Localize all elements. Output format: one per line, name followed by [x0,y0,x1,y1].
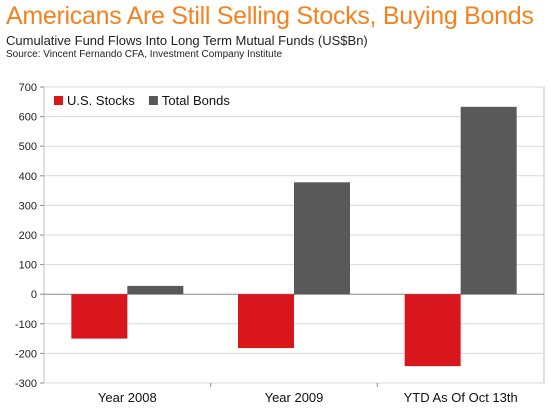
x-category-label: YTD As Of Oct 13th [404,390,518,405]
y-tick-label: 200 [19,230,37,242]
bar-total-bonds-2 [460,106,517,295]
bar-us-stocks-2 [404,294,461,367]
x-category-label: Year 2009 [265,390,324,405]
x-axis: Year 2008 Year 2009 YTD As Of Oct 13th [98,383,518,405]
bar-total-bonds-0 [127,285,184,295]
legend-swatch-total-bonds [148,96,158,105]
legend-label-total-bonds: Total Bonds [162,93,230,108]
chart-subtitle: Cumulative Fund Flows Into Long Term Mut… [6,33,368,48]
y-tick-label: 600 [19,112,37,124]
bar-us-stocks-0 [71,294,128,339]
y-tick-label: 0 [31,289,37,301]
chart-title: Americans Are Still Selling Stocks, Buyi… [6,2,534,30]
y-axis: -300 -200 -100 0 100 200 300 400 500 600 700 [15,82,44,390]
y-tick-label: -200 [15,348,37,360]
y-tick-label: 700 [19,82,37,94]
legend-swatch-us-stocks [54,96,63,105]
y-tick-label: -300 [15,378,37,390]
y-tick-label: 400 [19,171,37,183]
x-category-label: Year 2008 [98,390,157,405]
y-tick-label: -100 [15,319,37,331]
legend: U.S. Stocks Total Bonds [54,93,230,108]
chart-source: Source: Vincent Fernando CFA, Investment… [6,49,283,60]
bar-us-stocks-1 [238,294,294,349]
y-tick-label: 100 [19,260,37,272]
y-tick-label: 300 [19,200,37,212]
y-tick-label: 500 [19,141,37,153]
bar-total-bonds-1 [294,182,350,295]
legend-label-us-stocks: U.S. Stocks [67,93,135,108]
bars [71,106,517,367]
